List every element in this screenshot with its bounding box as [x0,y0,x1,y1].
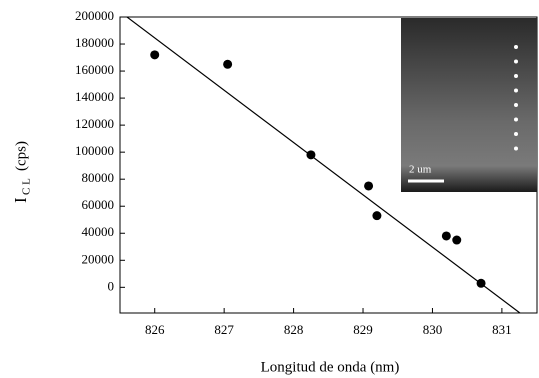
x-tick-label: 830 [423,322,443,337]
y-tick-label: 100000 [75,143,114,158]
x-tick-label: 828 [284,322,304,337]
data-point [223,60,232,69]
inset-dot [514,147,518,151]
y-tick-label: 180000 [75,35,114,50]
data-point [364,181,373,190]
data-point [306,150,315,159]
inset-dot [514,45,518,49]
y-label-main: I [11,197,30,203]
y-tick-label: 60000 [82,197,115,212]
inset-dot [514,118,518,122]
data-point [477,279,486,288]
inset-dot [514,132,518,136]
y-tick-label: 140000 [75,89,114,104]
y-tick-label: 80000 [82,170,115,185]
data-point [442,231,451,240]
x-tick-label: 831 [492,322,512,337]
inset-image: 2 um [401,18,537,192]
inset-dot [514,60,518,64]
inset-dot [514,103,518,107]
x-axis-label: Longitud de onda (nm) [261,359,400,375]
data-point [452,236,461,245]
y-tick-label: 20000 [82,251,115,266]
inset-dot [514,89,518,93]
y-label-unit: (cps) [13,141,29,171]
page: {"chart_data": { "type": "scatter", "x_l… [0,0,539,378]
x-tick-label: 829 [353,322,373,337]
y-tick-label: 40000 [82,224,115,239]
data-point [150,50,159,59]
y-axis-label: I C L (cps) [11,141,33,203]
y-tick-label: 160000 [75,62,114,77]
y-tick-label: 0 [108,278,115,293]
x-tick-label: 827 [214,322,234,337]
scale-label: 2 um [409,164,432,176]
inset-dot [514,74,518,78]
data-point [372,211,381,220]
chart: Longitud de onda (nm) I C L (cps) 0 20000… [0,0,539,378]
y-tick-label: 200000 [75,8,114,23]
y-label-sub: C L [21,178,33,195]
x-tick-label: 826 [145,322,165,337]
y-tick-label: 120000 [75,116,114,131]
